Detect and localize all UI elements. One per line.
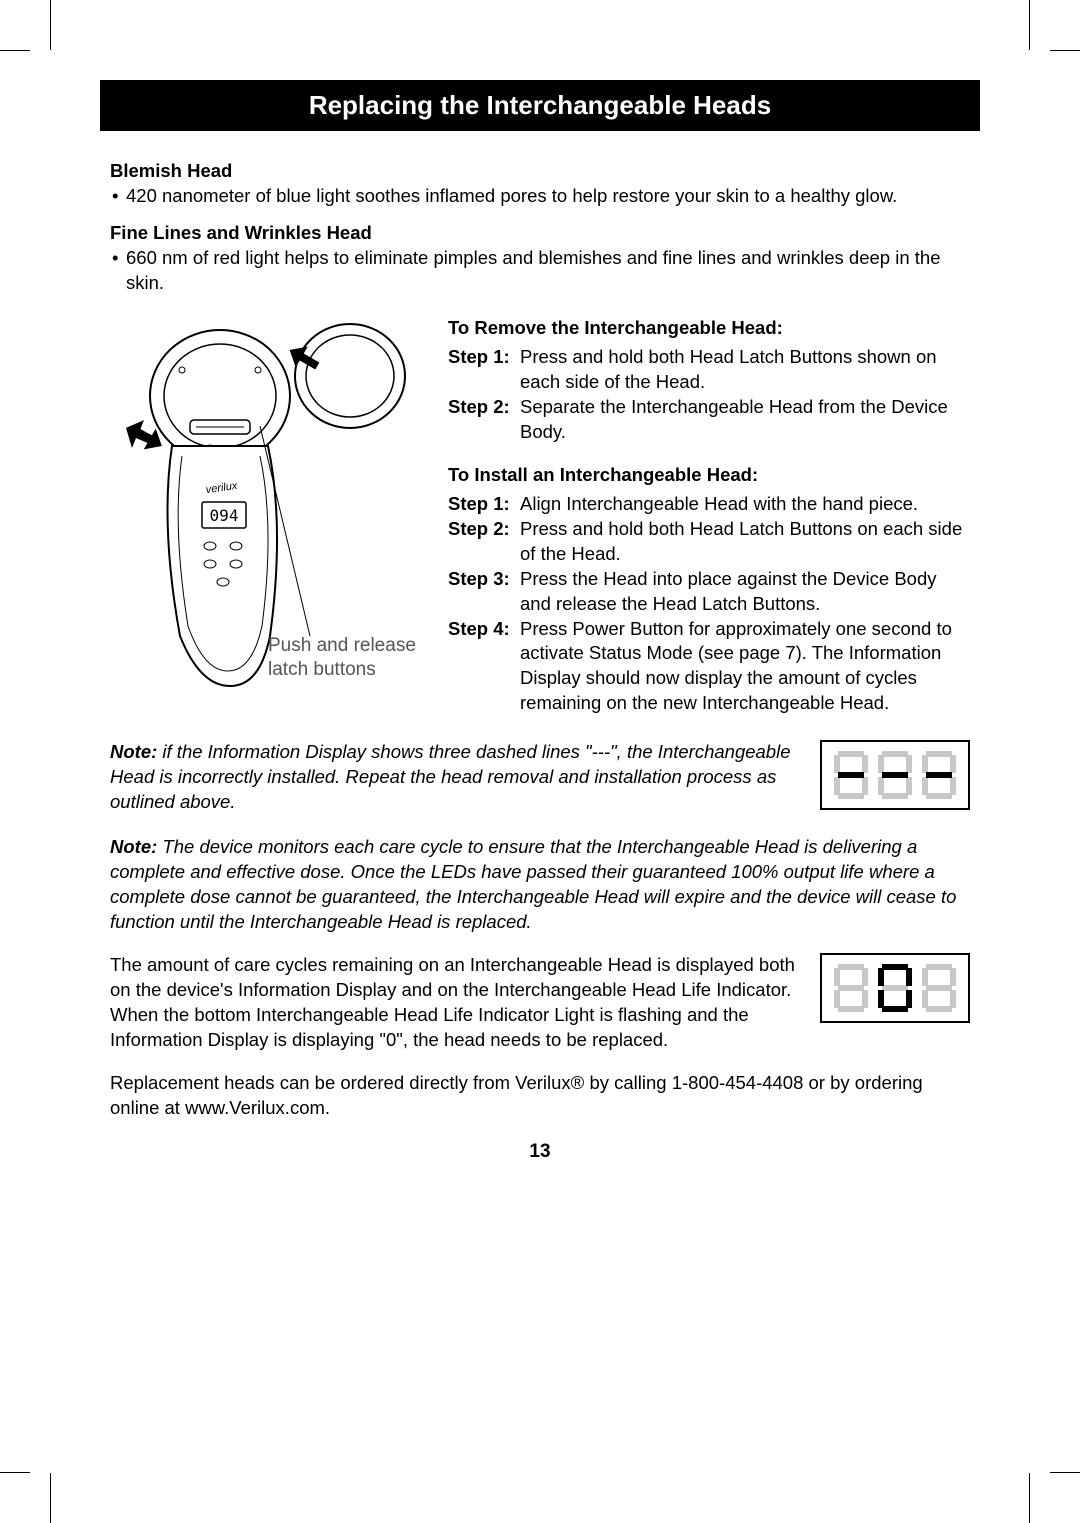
step-label: Step 3: — [448, 567, 520, 592]
page-content: Blemish Head 420 nanometer of blue light… — [100, 159, 980, 1165]
finelines-list: 660 nm of red light helps to eliminate p… — [110, 246, 970, 296]
finelines-heading: Fine Lines and Wrinkles Head — [110, 221, 970, 246]
step-text: Align Interchangeable Head with the hand… — [520, 492, 970, 517]
note-1-row: Note: if the Information Display shows t… — [110, 740, 970, 815]
remove-heading: To Remove the Interchangeable Head: — [448, 316, 970, 341]
figure-caption: Push and release latch buttons — [268, 634, 438, 682]
note-label: Note: — [110, 836, 157, 857]
note-1-text: Note: if the Information Display shows t… — [110, 740, 800, 815]
install-heading: To Install an Interchangeable Head: — [448, 463, 970, 488]
section-header: Replacing the Interchangeable Heads — [100, 80, 980, 131]
install-step-3: Step 3: Press the Head into place agains… — [448, 567, 970, 617]
note-body: if the Information Display shows three d… — [110, 741, 791, 812]
svg-text:094: 094 — [210, 506, 239, 525]
blemish-list: 420 nanometer of blue light soothes infl… — [110, 184, 970, 209]
blemish-bullet: 420 nanometer of blue light soothes infl… — [126, 184, 970, 209]
note-body: The device monitors each care cycle to e… — [110, 836, 956, 932]
blemish-heading: Blemish Head — [110, 159, 970, 184]
order-text: Replacement heads can be ordered directl… — [110, 1071, 970, 1121]
step-text: Press and hold both Head Latch Buttons s… — [520, 345, 970, 395]
install-step-2: Step 2: Press and hold both Head Latch B… — [448, 517, 970, 567]
remove-step-2: Step 2: Separate the Interchangeable Hea… — [448, 395, 970, 445]
note-2-text: Note: The device monitors each care cycl… — [110, 835, 970, 935]
step-text: Press Power Button for approximately one… — [520, 617, 970, 717]
step-label: Step 2: — [448, 395, 520, 420]
display-dashes — [820, 740, 970, 810]
cycles-text: The amount of care cycles remaining on a… — [110, 953, 800, 1053]
device-figure: verilux 094 Push an — [110, 316, 420, 696]
install-step-1: Step 1: Align Interchangeable Head with … — [448, 492, 970, 517]
step-text: Press and hold both Head Latch Buttons o… — [520, 517, 970, 567]
step-label: Step 1: — [448, 492, 520, 517]
step-label: Step 1: — [448, 345, 520, 370]
step-label: Step 2: — [448, 517, 520, 542]
remove-step-1: Step 1: Press and hold both Head Latch B… — [448, 345, 970, 395]
install-step-4: Step 4: Press Power Button for approxima… — [448, 617, 970, 717]
cycles-row: The amount of care cycles remaining on a… — [110, 953, 970, 1053]
finelines-bullet: 660 nm of red light helps to eliminate p… — [126, 246, 970, 296]
step-text: Separate the Interchangeable Head from t… — [520, 395, 970, 445]
step-label: Step 4: — [448, 617, 520, 642]
step-text: Press the Head into place against the De… — [520, 567, 970, 617]
display-zero — [820, 953, 970, 1023]
note-label: Note: — [110, 741, 157, 762]
page-number: 13 — [110, 1139, 970, 1165]
